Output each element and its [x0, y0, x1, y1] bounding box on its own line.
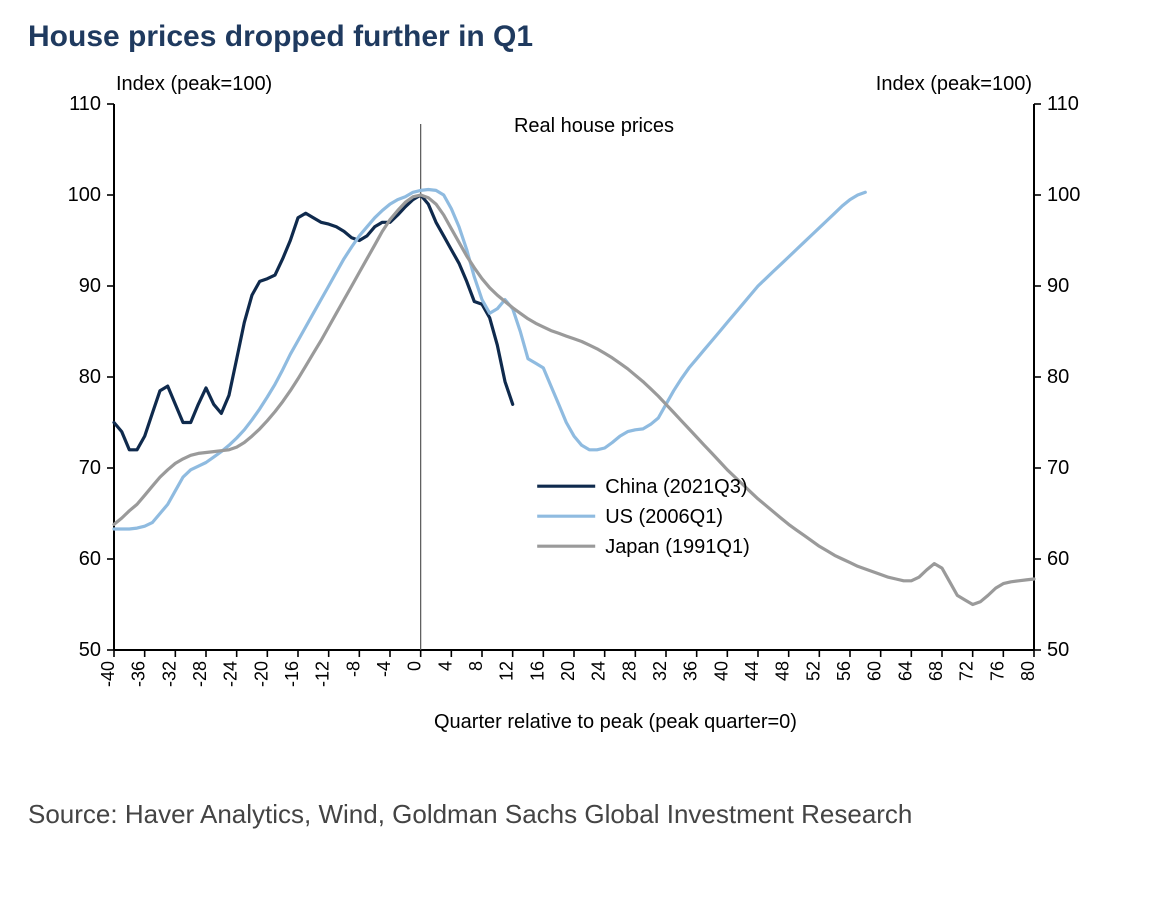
svg-text:Index (peak=100): Index (peak=100): [876, 73, 1032, 95]
svg-text:-8: -8: [343, 661, 363, 677]
svg-text:-20: -20: [251, 661, 271, 687]
svg-text:28: 28: [619, 661, 639, 681]
svg-text:Real house prices: Real house prices: [514, 115, 674, 137]
svg-text:80: 80: [1018, 661, 1038, 681]
svg-text:70: 70: [79, 457, 101, 479]
svg-text:-40: -40: [98, 661, 118, 687]
svg-text:56: 56: [834, 661, 854, 681]
svg-text:-4: -4: [374, 661, 394, 677]
svg-text:32: 32: [650, 661, 670, 681]
source-attribution: Source: Haver Analytics, Wind, Goldman S…: [28, 798, 1078, 832]
svg-text:-12: -12: [313, 661, 333, 687]
svg-text:-16: -16: [282, 661, 302, 687]
svg-text:-36: -36: [129, 661, 149, 687]
svg-text:8: 8: [466, 661, 486, 671]
svg-text:68: 68: [926, 661, 946, 681]
svg-text:72: 72: [957, 661, 977, 681]
chart-container: 50506060707080809090100100110110-40-36-3…: [28, 62, 1118, 772]
svg-text:90: 90: [1047, 275, 1069, 297]
svg-text:36: 36: [681, 661, 701, 681]
svg-text:44: 44: [742, 661, 762, 681]
svg-text:-32: -32: [159, 661, 179, 687]
chart-title: House prices dropped further in Q1: [28, 20, 1142, 54]
svg-text:16: 16: [527, 661, 547, 681]
line-chart: 50506060707080809090100100110110-40-36-3…: [28, 62, 1118, 772]
svg-text:90: 90: [79, 275, 101, 297]
svg-text:0: 0: [405, 661, 425, 671]
svg-text:60: 60: [79, 548, 101, 570]
svg-text:40: 40: [711, 661, 731, 681]
svg-text:52: 52: [803, 661, 823, 681]
svg-text:Quarter relative to peak (peak: Quarter relative to peak (peak quarter=0…: [434, 711, 797, 733]
svg-text:76: 76: [987, 661, 1007, 681]
svg-text:100: 100: [1047, 184, 1080, 206]
svg-text:12: 12: [497, 661, 517, 681]
svg-text:20: 20: [558, 661, 578, 681]
svg-text:24: 24: [589, 661, 609, 681]
svg-text:4: 4: [435, 661, 455, 671]
svg-text:Japan (1991Q1): Japan (1991Q1): [605, 536, 750, 558]
svg-text:110: 110: [1047, 93, 1079, 115]
svg-text:Index (peak=100): Index (peak=100): [116, 73, 272, 95]
svg-text:60: 60: [1047, 548, 1069, 570]
svg-text:64: 64: [895, 661, 915, 681]
svg-text:-24: -24: [221, 661, 241, 687]
svg-text:50: 50: [79, 639, 101, 661]
svg-text:80: 80: [1047, 366, 1069, 388]
svg-text:China (2021Q3): China (2021Q3): [605, 476, 747, 498]
svg-text:100: 100: [68, 184, 101, 206]
svg-text:110: 110: [69, 93, 101, 115]
svg-text:70: 70: [1047, 457, 1069, 479]
svg-text:50: 50: [1047, 639, 1069, 661]
svg-text:60: 60: [865, 661, 885, 681]
svg-text:80: 80: [79, 366, 101, 388]
svg-text:48: 48: [773, 661, 793, 681]
svg-text:-28: -28: [190, 661, 210, 687]
svg-text:US (2006Q1): US (2006Q1): [605, 506, 723, 528]
